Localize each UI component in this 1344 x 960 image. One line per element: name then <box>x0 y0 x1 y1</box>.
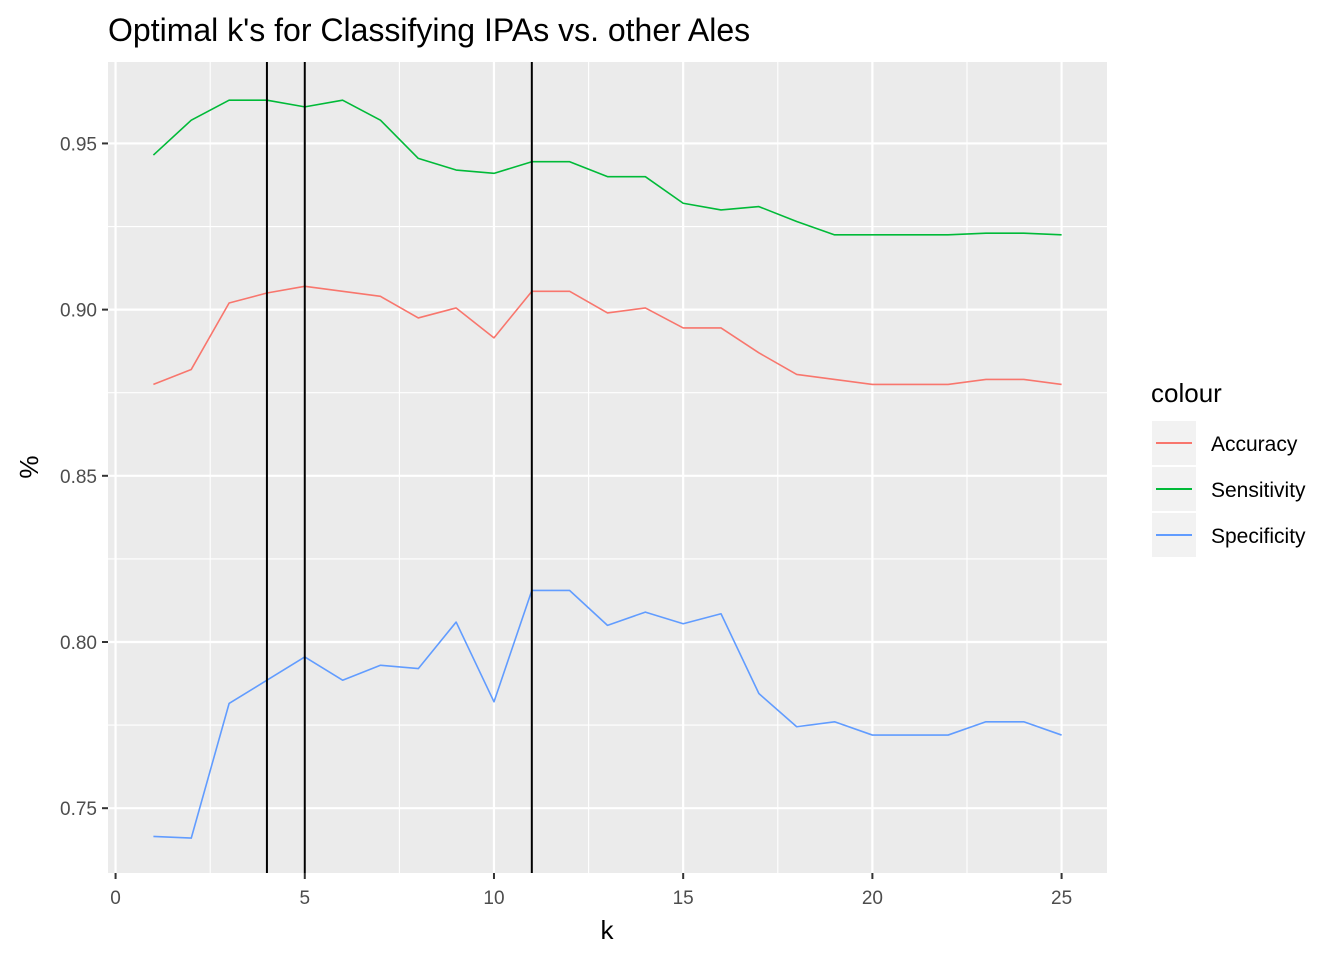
x-tick-label: 15 <box>673 888 694 909</box>
y-axis-ticks: 0.75 0.80 0.85 0.90 0.95 <box>60 134 108 820</box>
y-tick-label: 0.75 <box>60 799 97 820</box>
legend-title: colour <box>1151 378 1222 408</box>
x-axis-ticks: 0 5 10 15 20 25 <box>110 873 1072 909</box>
x-tick-label: 25 <box>1051 888 1072 909</box>
legend: colour Accuracy Sensitivity Specificity <box>1151 378 1306 557</box>
y-tick-label: 0.80 <box>60 633 97 654</box>
legend-label-sensitivity: Sensitivity <box>1211 479 1306 502</box>
y-axis-title: % <box>14 455 44 478</box>
y-tick-label: 0.90 <box>60 301 97 322</box>
x-tick-label: 10 <box>483 888 504 909</box>
legend-label-specificity: Specificity <box>1211 525 1306 548</box>
x-tick-label: 20 <box>862 888 883 909</box>
x-tick-label: 5 <box>299 888 310 909</box>
x-tick-label: 0 <box>110 888 121 909</box>
chart-title: Optimal k's for Classifying IPAs vs. oth… <box>108 12 750 48</box>
reference-lines <box>265 62 533 873</box>
y-tick-label: 0.95 <box>60 134 97 155</box>
plot-panel <box>108 62 1107 873</box>
legend-label-accuracy: Accuracy <box>1211 433 1298 456</box>
minor-gridlines <box>108 62 1107 873</box>
y-tick-label: 0.85 <box>60 467 97 488</box>
x-axis-title: k <box>601 915 615 945</box>
